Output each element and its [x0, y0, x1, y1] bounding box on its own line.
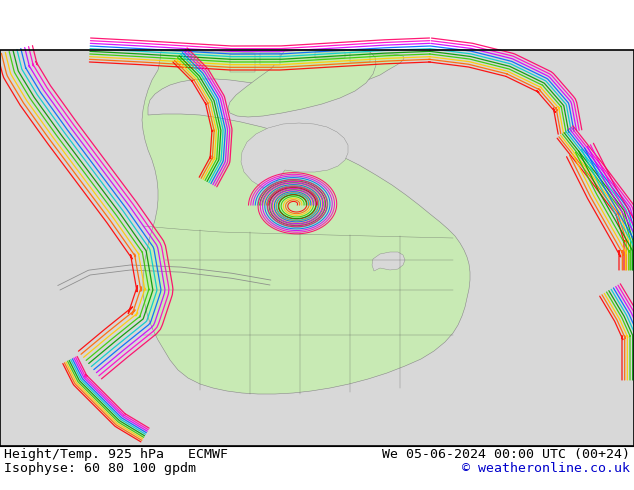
- Text: Isophyse: 60 80 100 gpdm: Isophyse: 60 80 100 gpdm: [4, 462, 196, 475]
- Polygon shape: [350, 52, 370, 62]
- Text: © weatheronline.co.uk: © weatheronline.co.uk: [462, 462, 630, 475]
- Bar: [0, 50, 634, 446]
- Polygon shape: [372, 252, 405, 271]
- Text: Height/Temp. 925 hPa   ECMWF: Height/Temp. 925 hPa ECMWF: [4, 448, 228, 461]
- Polygon shape: [230, 54, 255, 72]
- Polygon shape: [142, 51, 470, 394]
- Polygon shape: [228, 50, 376, 117]
- Polygon shape: [241, 123, 348, 188]
- Bar: [0, 50, 634, 446]
- Polygon shape: [260, 53, 280, 65]
- Polygon shape: [315, 52, 345, 58]
- Bar: [0, 446, 634, 490]
- Text: We 05-06-2024 00:00 UTC (00+24): We 05-06-2024 00:00 UTC (00+24): [382, 448, 630, 461]
